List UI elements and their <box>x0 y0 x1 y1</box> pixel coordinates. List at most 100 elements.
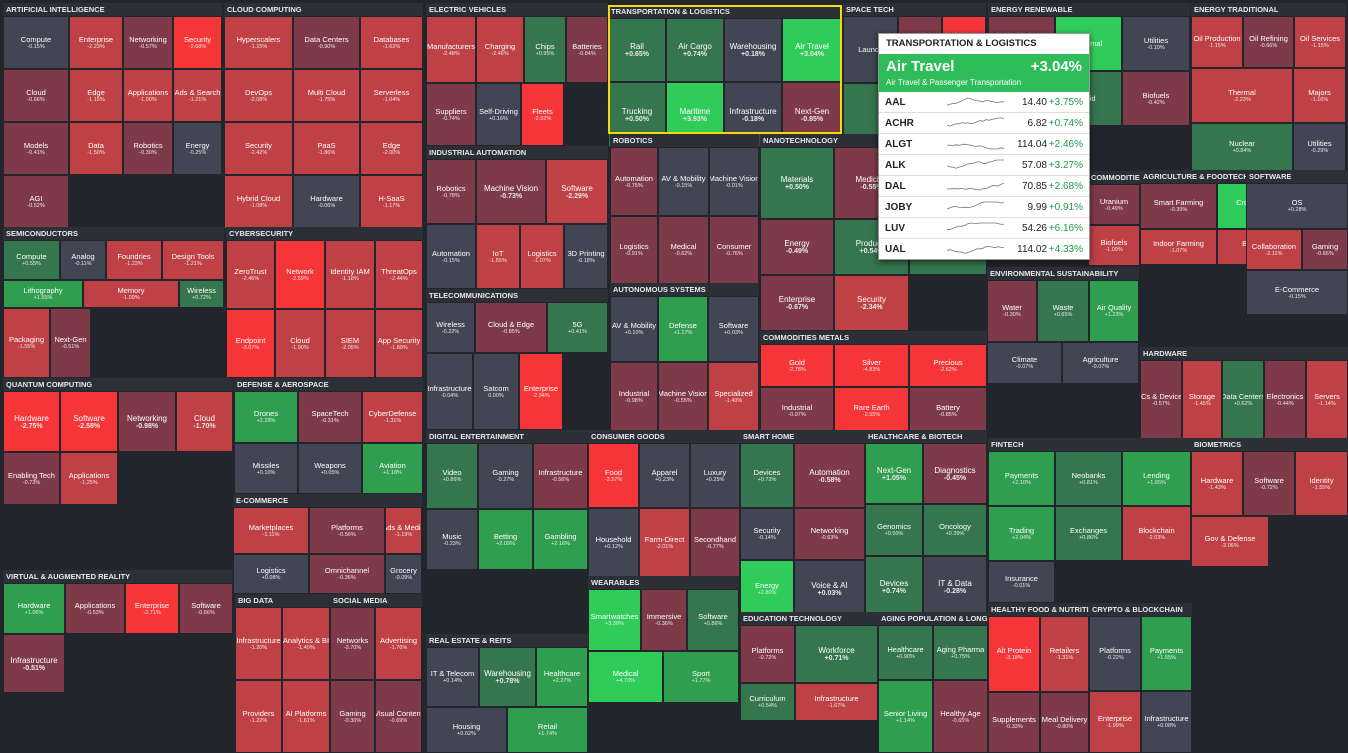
tile-storage[interactable]: Storage -1.45% <box>1182 360 1222 440</box>
tile-compute[interactable]: Compute +0.55% <box>3 240 60 280</box>
tile-av-and-mobility[interactable]: AV & Mobility +0.10% <box>610 296 658 362</box>
tile-ads-and-search[interactable]: Ads & Search -1.21% <box>173 69 222 122</box>
sector-header[interactable]: Wearables <box>588 576 739 589</box>
tile-secondhand[interactable]: Secondhand -0.77% <box>690 508 740 577</box>
tile-infrastructure[interactable]: Infrastructure -0.04% <box>426 353 473 430</box>
sector-header[interactable]: Artificial Intelligence <box>3 3 222 16</box>
tile-hardware[interactable]: Hardware -2.75% <box>3 391 60 452</box>
sector-header[interactable]: Digital Entertainment <box>426 430 588 443</box>
tile-endpoint[interactable]: Endpoint -3.07% <box>226 309 275 378</box>
tile-oil-refining[interactable]: Oil Refining -0.66% <box>1243 16 1294 68</box>
tile-software[interactable]: Software +0.03% <box>708 296 759 362</box>
sector-header[interactable]: Autonomous Systems <box>610 283 759 296</box>
tile-edge[interactable]: Edge -1.15% <box>69 69 123 122</box>
sector-header[interactable]: E-Commerce <box>233 494 422 507</box>
tile-precious[interactable]: Precious -2.62% <box>909 344 987 387</box>
tile-design-tools[interactable]: Design Tools -1.21% <box>162 240 224 280</box>
tile-neobanks[interactable]: Neobanks +0.81% <box>1055 451 1122 506</box>
tile-infrastructure[interactable]: Infrastructure -1.20% <box>235 607 282 680</box>
tile-iot[interactable]: IoT -1.55% <box>476 224 520 289</box>
tile-e-commerce[interactable]: E-Commerce -0.15% <box>1246 270 1348 315</box>
tile-data-centers[interactable]: Data Centers +0.62% <box>1222 360 1264 440</box>
tile-logistics[interactable]: Logistics -1.07% <box>520 224 564 289</box>
tile-software[interactable]: Software -2.29% <box>546 159 608 224</box>
sector-header[interactable]: Defense & Aerospace <box>234 378 423 391</box>
tooltip-stock-row[interactable]: AAL 14.40 +3.75% <box>879 92 1089 113</box>
tile-software[interactable]: Software -0.72% <box>1243 451 1295 516</box>
tile-warehousing[interactable]: Warehousing +0.78% <box>479 647 536 707</box>
tile-databases[interactable]: Databases -1.62% <box>360 16 423 69</box>
tile-h-saas[interactable]: H-SaaS -1.17% <box>360 175 423 229</box>
sector-header[interactable]: Space Tech <box>843 3 986 16</box>
tile-software[interactable]: Software -2.58% <box>60 391 118 452</box>
tile-wireless[interactable]: Wireless -0.22% <box>426 302 475 353</box>
tile-security[interactable]: Security -2.34% <box>834 275 909 331</box>
tile-gold[interactable]: Gold -2.78% <box>760 344 834 387</box>
tile-music[interactable]: Music -0.23% <box>426 509 478 570</box>
tile-networking[interactable]: Networking -0.57% <box>123 16 173 69</box>
tile-cyberdefense[interactable]: CyberDefense -1.31% <box>362 391 423 443</box>
tile-logistics[interactable]: Logistics -0.91% <box>610 216 658 284</box>
sector-header[interactable]: Cybersecurity <box>226 227 423 240</box>
tile-enterprise[interactable]: Enterprise -1.99% <box>1089 691 1141 753</box>
tile-healthy-age[interactable]: Healthy Age -0.65% <box>933 680 988 753</box>
sector-header[interactable]: Smart Home <box>740 430 865 443</box>
tile-applications[interactable]: Applications -1.00% <box>123 69 173 122</box>
tile-aviation[interactable]: Aviation +1.18% <box>362 443 423 494</box>
tile-analytics-and-bi[interactable]: Analytics & BI -1.40% <box>282 607 330 680</box>
tile-enterprise[interactable]: Enterprise -2.94% <box>519 353 563 430</box>
tile-app-security[interactable]: App Security -1.89% <box>375 309 423 378</box>
tile-air-quality[interactable]: Air Quality +1.23% <box>1089 280 1139 342</box>
tile-warehousing[interactable]: Warehousing +0.18% <box>724 18 782 82</box>
tile-air-cargo[interactable]: Air Cargo +0.74% <box>666 18 724 82</box>
tile-gaming[interactable]: Gaming -0.30% <box>330 680 375 753</box>
tile-hybrid-cloud[interactable]: Hybrid Cloud -1.08% <box>224 175 293 229</box>
sector-header[interactable]: Commodities Agriculture <box>1088 171 1140 184</box>
tile-it-and-telecom[interactable]: IT & Telecom +0.14% <box>426 647 479 707</box>
tile-pcs-and-devices[interactable]: PCs & Devices-0.57% <box>1140 360 1182 440</box>
tile-networks[interactable]: Networks -0.70% <box>330 607 375 680</box>
tile-enterprise[interactable]: Enterprise -2.71% <box>125 583 179 634</box>
tile-oncology[interactable]: Oncology +0.39% <box>923 504 987 556</box>
tile-security[interactable]: Security -2.68% <box>173 16 222 69</box>
tile-industrial[interactable]: Industrial -0.97% <box>760 387 834 435</box>
sector-header[interactable]: Healthy Food & Nutritio <box>988 603 1089 616</box>
tile-hardware[interactable]: Hardware -1.43% <box>1191 451 1243 516</box>
tile-networking[interactable]: Networking -0.98% <box>118 391 176 452</box>
tile-compute[interactable]: Compute -0.15% <box>3 16 69 69</box>
tile-food[interactable]: Food -2.57% <box>588 443 639 508</box>
sector-header[interactable]: Education Technology <box>740 612 878 625</box>
sector-header[interactable]: Hardware <box>1140 347 1348 360</box>
tile-enterprise[interactable]: Enterprise -2.23% <box>69 16 123 69</box>
tile-specialized[interactable]: Specialized -1.40% <box>708 362 759 432</box>
tile-majors[interactable]: Majors -1.16% <box>1293 68 1346 123</box>
tile-data-centers[interactable]: Data Centers -0.90% <box>293 16 360 69</box>
tile-gaming[interactable]: Gaming -0.27% <box>478 443 533 509</box>
tile-identity-iam[interactable]: Identity IAM -1.18% <box>325 240 375 309</box>
tile-5g[interactable]: 5G +0.41% <box>547 302 608 353</box>
tile-applications[interactable]: Applications -0.53% <box>65 583 125 634</box>
tile-waste[interactable]: Waste +0.65% <box>1037 280 1089 342</box>
tile-meal-delivery[interactable]: Meal Delivery -0.80% <box>1040 692 1089 753</box>
tile-hardware[interactable]: Hardware +1.06% <box>3 583 65 634</box>
tile-air-travel[interactable]: Air Travel +3.04% <box>782 18 842 82</box>
tile-insurance[interactable]: Insurance -0.01% <box>988 561 1055 603</box>
sector-header[interactable]: Crypto & Blockchain <box>1089 603 1192 616</box>
tile-serverless[interactable]: Serverless -1.04% <box>360 69 423 122</box>
tile-3d-printing[interactable]: 3D Printing -0.18% <box>564 224 608 289</box>
tile-utilities[interactable]: Utilities -0.29% <box>1293 123 1346 171</box>
tile-housing[interactable]: Housing +0.02% <box>426 707 507 753</box>
tile-senior-living[interactable]: Senior Living +1.14% <box>878 680 933 753</box>
sector-header[interactable]: Consumer Goods <box>588 430 740 443</box>
tile-utilities[interactable]: Utilities -0.10% <box>1122 16 1190 71</box>
tile-software[interactable]: Software -0.66% <box>179 583 233 634</box>
tile-infrastructure[interactable]: Infrastructure +0.08% <box>1141 691 1192 753</box>
tile-battery[interactable]: Battery -0.85% <box>909 387 987 435</box>
tile-cloud[interactable]: Cloud -1.70% <box>176 391 233 452</box>
tile-energy[interactable]: Energy -0.49% <box>760 219 834 275</box>
tile-uranium[interactable]: Uranium -0.49% <box>1088 184 1140 225</box>
sector-header[interactable]: Telecommunications <box>426 289 608 302</box>
tile-consumer[interactable]: Consumer -0.76% <box>709 216 759 284</box>
tile-siem[interactable]: SIEM -2.05% <box>325 309 375 378</box>
tile-providers[interactable]: Providers -1.22% <box>235 680 282 753</box>
